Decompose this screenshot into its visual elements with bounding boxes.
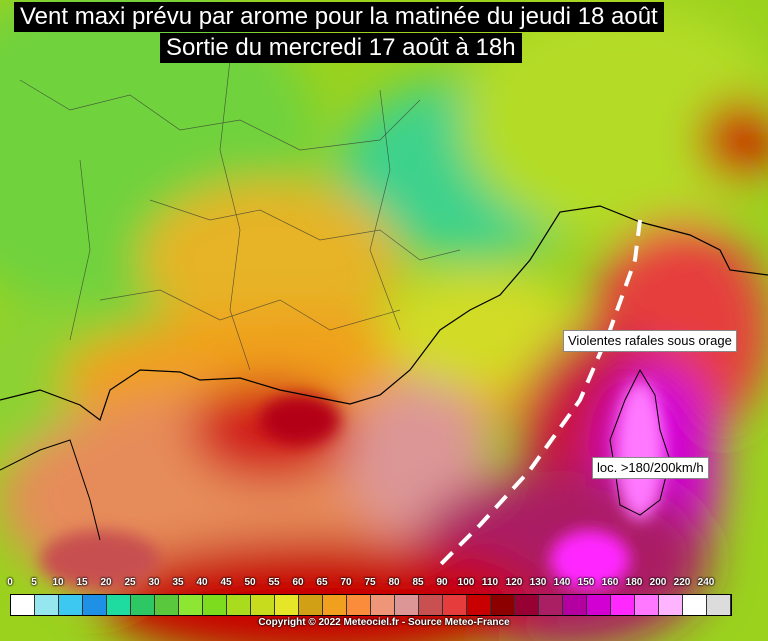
legend-label: 35 xyxy=(172,577,184,588)
legend-label: 10 xyxy=(52,577,64,588)
legend-swatch xyxy=(299,595,323,615)
legend-swatch xyxy=(275,595,299,615)
legend-label: 65 xyxy=(316,577,328,588)
legend-label: 200 xyxy=(649,577,667,588)
legend-swatch xyxy=(467,595,491,615)
annotation: Violentes rafales sous orage xyxy=(563,330,737,352)
legend-swatch xyxy=(155,595,179,615)
legend-label: 50 xyxy=(244,577,256,588)
legend-label: 60 xyxy=(292,577,304,588)
legend-swatch xyxy=(11,595,35,615)
borders xyxy=(19,59,461,371)
legend-label: 150 xyxy=(577,577,595,588)
legend-swatch xyxy=(659,595,683,615)
legend-swatch xyxy=(83,595,107,615)
legend-label: 220 xyxy=(673,577,691,588)
legend-label: 100 xyxy=(457,577,475,588)
legend-swatch xyxy=(227,595,251,615)
legend-label: 75 xyxy=(364,577,376,588)
legend-labels: 0 5 10 15 20 25 30 35 40 45 50 55 60 65 70 75 80 85 90 100 1… xyxy=(0,577,768,591)
legend-swatch xyxy=(179,595,203,615)
legend-swatch xyxy=(371,595,395,615)
legend-swatch xyxy=(347,595,371,615)
annotation: loc. >180/200km/h xyxy=(592,457,709,479)
legend-swatch xyxy=(203,595,227,615)
legend-swatch xyxy=(59,595,83,615)
legend-swatch xyxy=(683,595,707,615)
title-line-1: Vent maxi prévu par arome pour la matiné… xyxy=(14,2,664,32)
title-line-2: Sortie du mercredi 17 août à 18h xyxy=(160,33,522,63)
legend-label: 55 xyxy=(268,577,280,588)
legend-label: 40 xyxy=(196,577,208,588)
legend-label: 15 xyxy=(76,577,88,588)
legend-swatch xyxy=(251,595,275,615)
legend-swatch xyxy=(491,595,515,615)
legend-swatch xyxy=(107,595,131,615)
legend-scale xyxy=(10,594,732,616)
legend-swatch xyxy=(35,595,59,615)
legend-label: 90 xyxy=(436,577,448,588)
legend-swatch xyxy=(707,595,731,615)
legend-label: 130 xyxy=(529,577,547,588)
storm-line xyxy=(438,219,642,567)
wind-details xyxy=(40,380,665,590)
legend-swatch xyxy=(563,595,587,615)
legend-label: 240 xyxy=(697,577,715,588)
legend-label: 30 xyxy=(148,577,160,588)
legend-label: 20 xyxy=(100,577,112,588)
legend-swatch xyxy=(395,595,419,615)
legend-swatch xyxy=(131,595,155,615)
legend-swatch xyxy=(611,595,635,615)
legend-swatch xyxy=(323,595,347,615)
legend-label: 120 xyxy=(505,577,523,588)
legend-swatch xyxy=(539,595,563,615)
legend-label: 80 xyxy=(388,577,400,588)
legend-label: 140 xyxy=(553,577,571,588)
legend-label: 180 xyxy=(625,577,643,588)
legend-swatch xyxy=(515,595,539,615)
legend-label: 110 xyxy=(481,577,499,588)
corsica xyxy=(609,368,671,516)
legend-swatch xyxy=(635,595,659,615)
legend-swatch xyxy=(587,595,611,615)
legend-label: 5 xyxy=(31,577,37,588)
legend-swatch xyxy=(419,595,443,615)
legend-swatch xyxy=(443,595,467,615)
legend-label: 70 xyxy=(340,577,352,588)
legend-label: 25 xyxy=(124,577,136,588)
copyright: Copyright © 2022 Meteociel.fr - Source M… xyxy=(258,617,510,628)
legend-label: 45 xyxy=(220,577,232,588)
legend-label: 160 xyxy=(601,577,619,588)
coastline-spain xyxy=(0,439,101,541)
legend-label: 85 xyxy=(412,577,424,588)
legend-label: 0 xyxy=(7,577,13,588)
